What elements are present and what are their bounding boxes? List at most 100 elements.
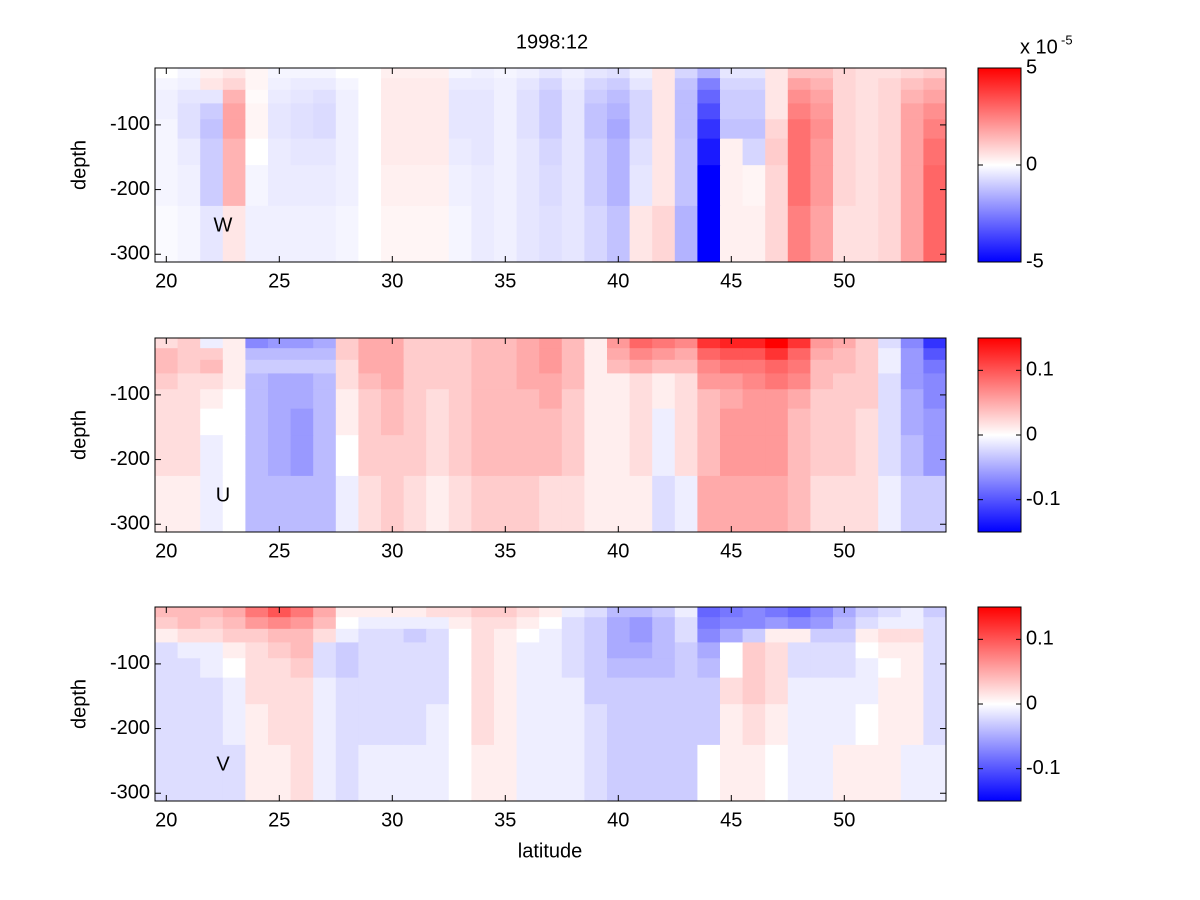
heatmap-cell <box>742 359 766 374</box>
heatmap-cell <box>674 617 698 630</box>
heatmap-cell <box>765 359 789 374</box>
heatmap-cell <box>787 205 811 263</box>
heatmap-cell <box>833 103 857 120</box>
heatmap-cell <box>155 78 179 91</box>
heatmap-cell <box>403 348 427 361</box>
heatmap-cell <box>652 359 676 374</box>
heatmap-cell <box>403 68 427 79</box>
heatmap-cell <box>200 89 224 104</box>
heatmap-cell <box>245 89 269 104</box>
heatmap-cell <box>426 389 450 410</box>
x-tick-label: 40 <box>607 540 629 562</box>
heatmap-cell <box>381 165 405 207</box>
heatmap-cell <box>403 677 427 705</box>
heatmap-cell <box>155 119 179 140</box>
heatmap-cell <box>810 658 834 679</box>
heatmap-cell <box>245 138 269 166</box>
y-tick-label: -200 <box>110 178 150 200</box>
heatmap-cell <box>652 617 676 630</box>
heatmap-cell <box>674 408 698 436</box>
heatmap-cell <box>403 435 427 477</box>
heatmap-cell <box>561 389 585 410</box>
heatmap-cell <box>222 658 246 679</box>
colorbar-exponent: -5 <box>1061 32 1073 47</box>
heatmap-cell <box>855 642 879 659</box>
heatmap-cell <box>313 628 337 643</box>
heatmap-cell <box>561 617 585 630</box>
heatmap-cell <box>403 89 427 104</box>
heatmap-cell <box>335 408 359 436</box>
heatmap-cell <box>720 359 744 374</box>
heatmap-cell <box>268 617 292 630</box>
heatmap-cell <box>381 119 405 140</box>
heatmap-cell <box>720 78 744 91</box>
heatmap-cell <box>448 658 472 679</box>
heatmap-cell <box>471 435 495 477</box>
heatmap-cell <box>403 475 427 533</box>
heatmap-cell <box>742 138 766 166</box>
heatmap-cell <box>900 373 924 390</box>
heatmap-cell <box>629 348 653 361</box>
heatmap-cell <box>335 165 359 207</box>
heatmap-cell <box>268 103 292 120</box>
heatmap-cell <box>313 348 337 361</box>
heatmap-cell <box>426 348 450 361</box>
heatmap-cell <box>494 435 518 477</box>
heatmap-cell <box>290 373 314 390</box>
heatmap-cell <box>245 348 269 361</box>
heatmap-cell <box>855 138 879 166</box>
heatmap-cell <box>742 348 766 361</box>
heatmap-cell <box>358 68 382 79</box>
heatmap-cell <box>742 119 766 140</box>
heatmap-cell <box>923 78 947 91</box>
heatmap-cell <box>358 744 382 802</box>
heatmap-cell <box>245 607 269 618</box>
heatmap-cell <box>358 78 382 91</box>
heatmap-cell <box>268 78 292 91</box>
heatmap-cell <box>516 165 540 207</box>
heatmap-cell <box>833 435 857 477</box>
heatmap-cell <box>742 475 766 533</box>
heatmap-cell <box>539 389 563 410</box>
heatmap-cell <box>494 408 518 436</box>
heatmap-cell <box>629 338 653 349</box>
heatmap-cell <box>720 704 744 746</box>
heatmap-cell <box>833 138 857 166</box>
heatmap-cell <box>629 642 653 659</box>
heatmap-cell <box>607 408 631 436</box>
heatmap-cell <box>290 348 314 361</box>
heatmap-cell <box>335 338 359 349</box>
heatmap-cell <box>471 628 495 643</box>
heatmap-cell <box>561 744 585 802</box>
heatmap-cell <box>561 348 585 361</box>
panel-label: V <box>216 753 230 775</box>
heatmap-cell <box>494 617 518 630</box>
heatmap-cell <box>923 348 947 361</box>
heatmap-cell <box>335 348 359 361</box>
heatmap-cell <box>539 617 563 630</box>
heatmap-cell <box>177 359 201 374</box>
heatmap-cell <box>720 373 744 390</box>
heatmap-cell <box>358 205 382 263</box>
heatmap-cell <box>268 408 292 436</box>
heatmap-cell <box>222 389 246 410</box>
heatmap-cell <box>516 642 540 659</box>
heatmap-cell <box>765 165 789 207</box>
heatmap-cell <box>742 435 766 477</box>
heatmap-cell <box>561 165 585 207</box>
heatmap-cell <box>584 89 608 104</box>
heatmap-cell <box>177 373 201 390</box>
heatmap-cell <box>313 373 337 390</box>
heatmap-cell <box>268 677 292 705</box>
heatmap-cell <box>787 103 811 120</box>
heatmap-cell <box>765 389 789 410</box>
heatmap-cell <box>358 607 382 618</box>
heatmap-cell <box>765 475 789 533</box>
heatmap-cell <box>403 704 427 746</box>
heatmap-cell <box>923 373 947 390</box>
heatmap-cell <box>381 658 405 679</box>
heatmap-cell <box>561 435 585 477</box>
heatmap-cell <box>720 408 744 436</box>
heatmap-cell <box>900 103 924 120</box>
heatmap-cell <box>674 78 698 91</box>
